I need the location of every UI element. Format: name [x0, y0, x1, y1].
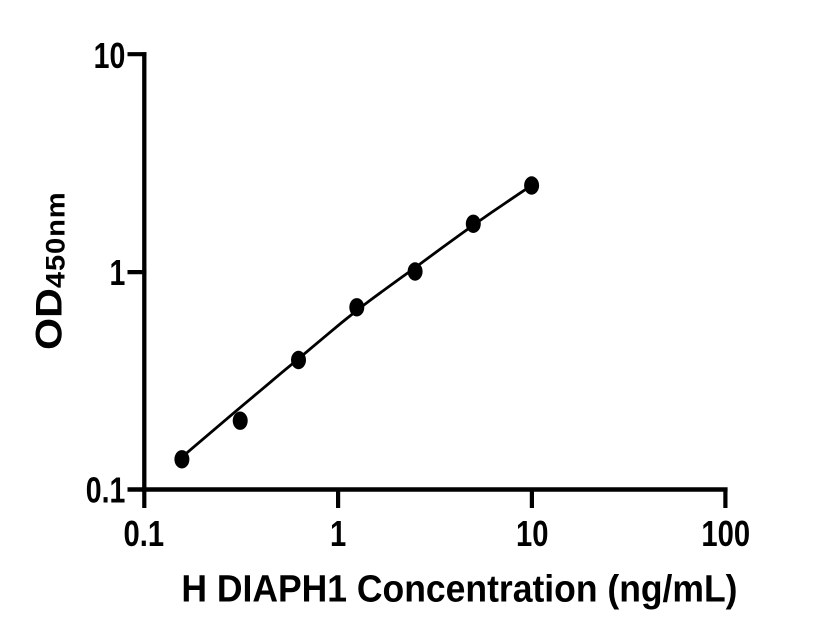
svg-text:10: 10: [94, 35, 126, 76]
svg-text:1: 1: [109, 251, 125, 292]
svg-text:H DIAPH1 Concentration (ng/mL): H DIAPH1 Concentration (ng/mL): [181, 567, 737, 610]
svg-text:OD450nm: OD450nm: [28, 191, 70, 350]
svg-text:0.1: 0.1: [86, 469, 126, 510]
svg-text:0.1: 0.1: [124, 514, 165, 555]
svg-text:1: 1: [330, 514, 346, 555]
svg-text:10: 10: [516, 514, 548, 555]
svg-text:100: 100: [701, 514, 750, 555]
